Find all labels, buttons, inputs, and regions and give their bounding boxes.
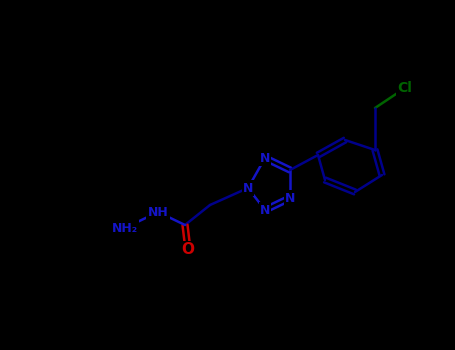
Text: O: O	[182, 243, 194, 258]
Text: N: N	[243, 182, 253, 195]
Text: Cl: Cl	[398, 81, 412, 95]
Text: NH₂: NH₂	[112, 222, 138, 235]
Text: N: N	[285, 191, 295, 204]
Text: N: N	[260, 152, 270, 164]
Text: NH: NH	[147, 205, 168, 218]
Text: N: N	[260, 203, 270, 217]
